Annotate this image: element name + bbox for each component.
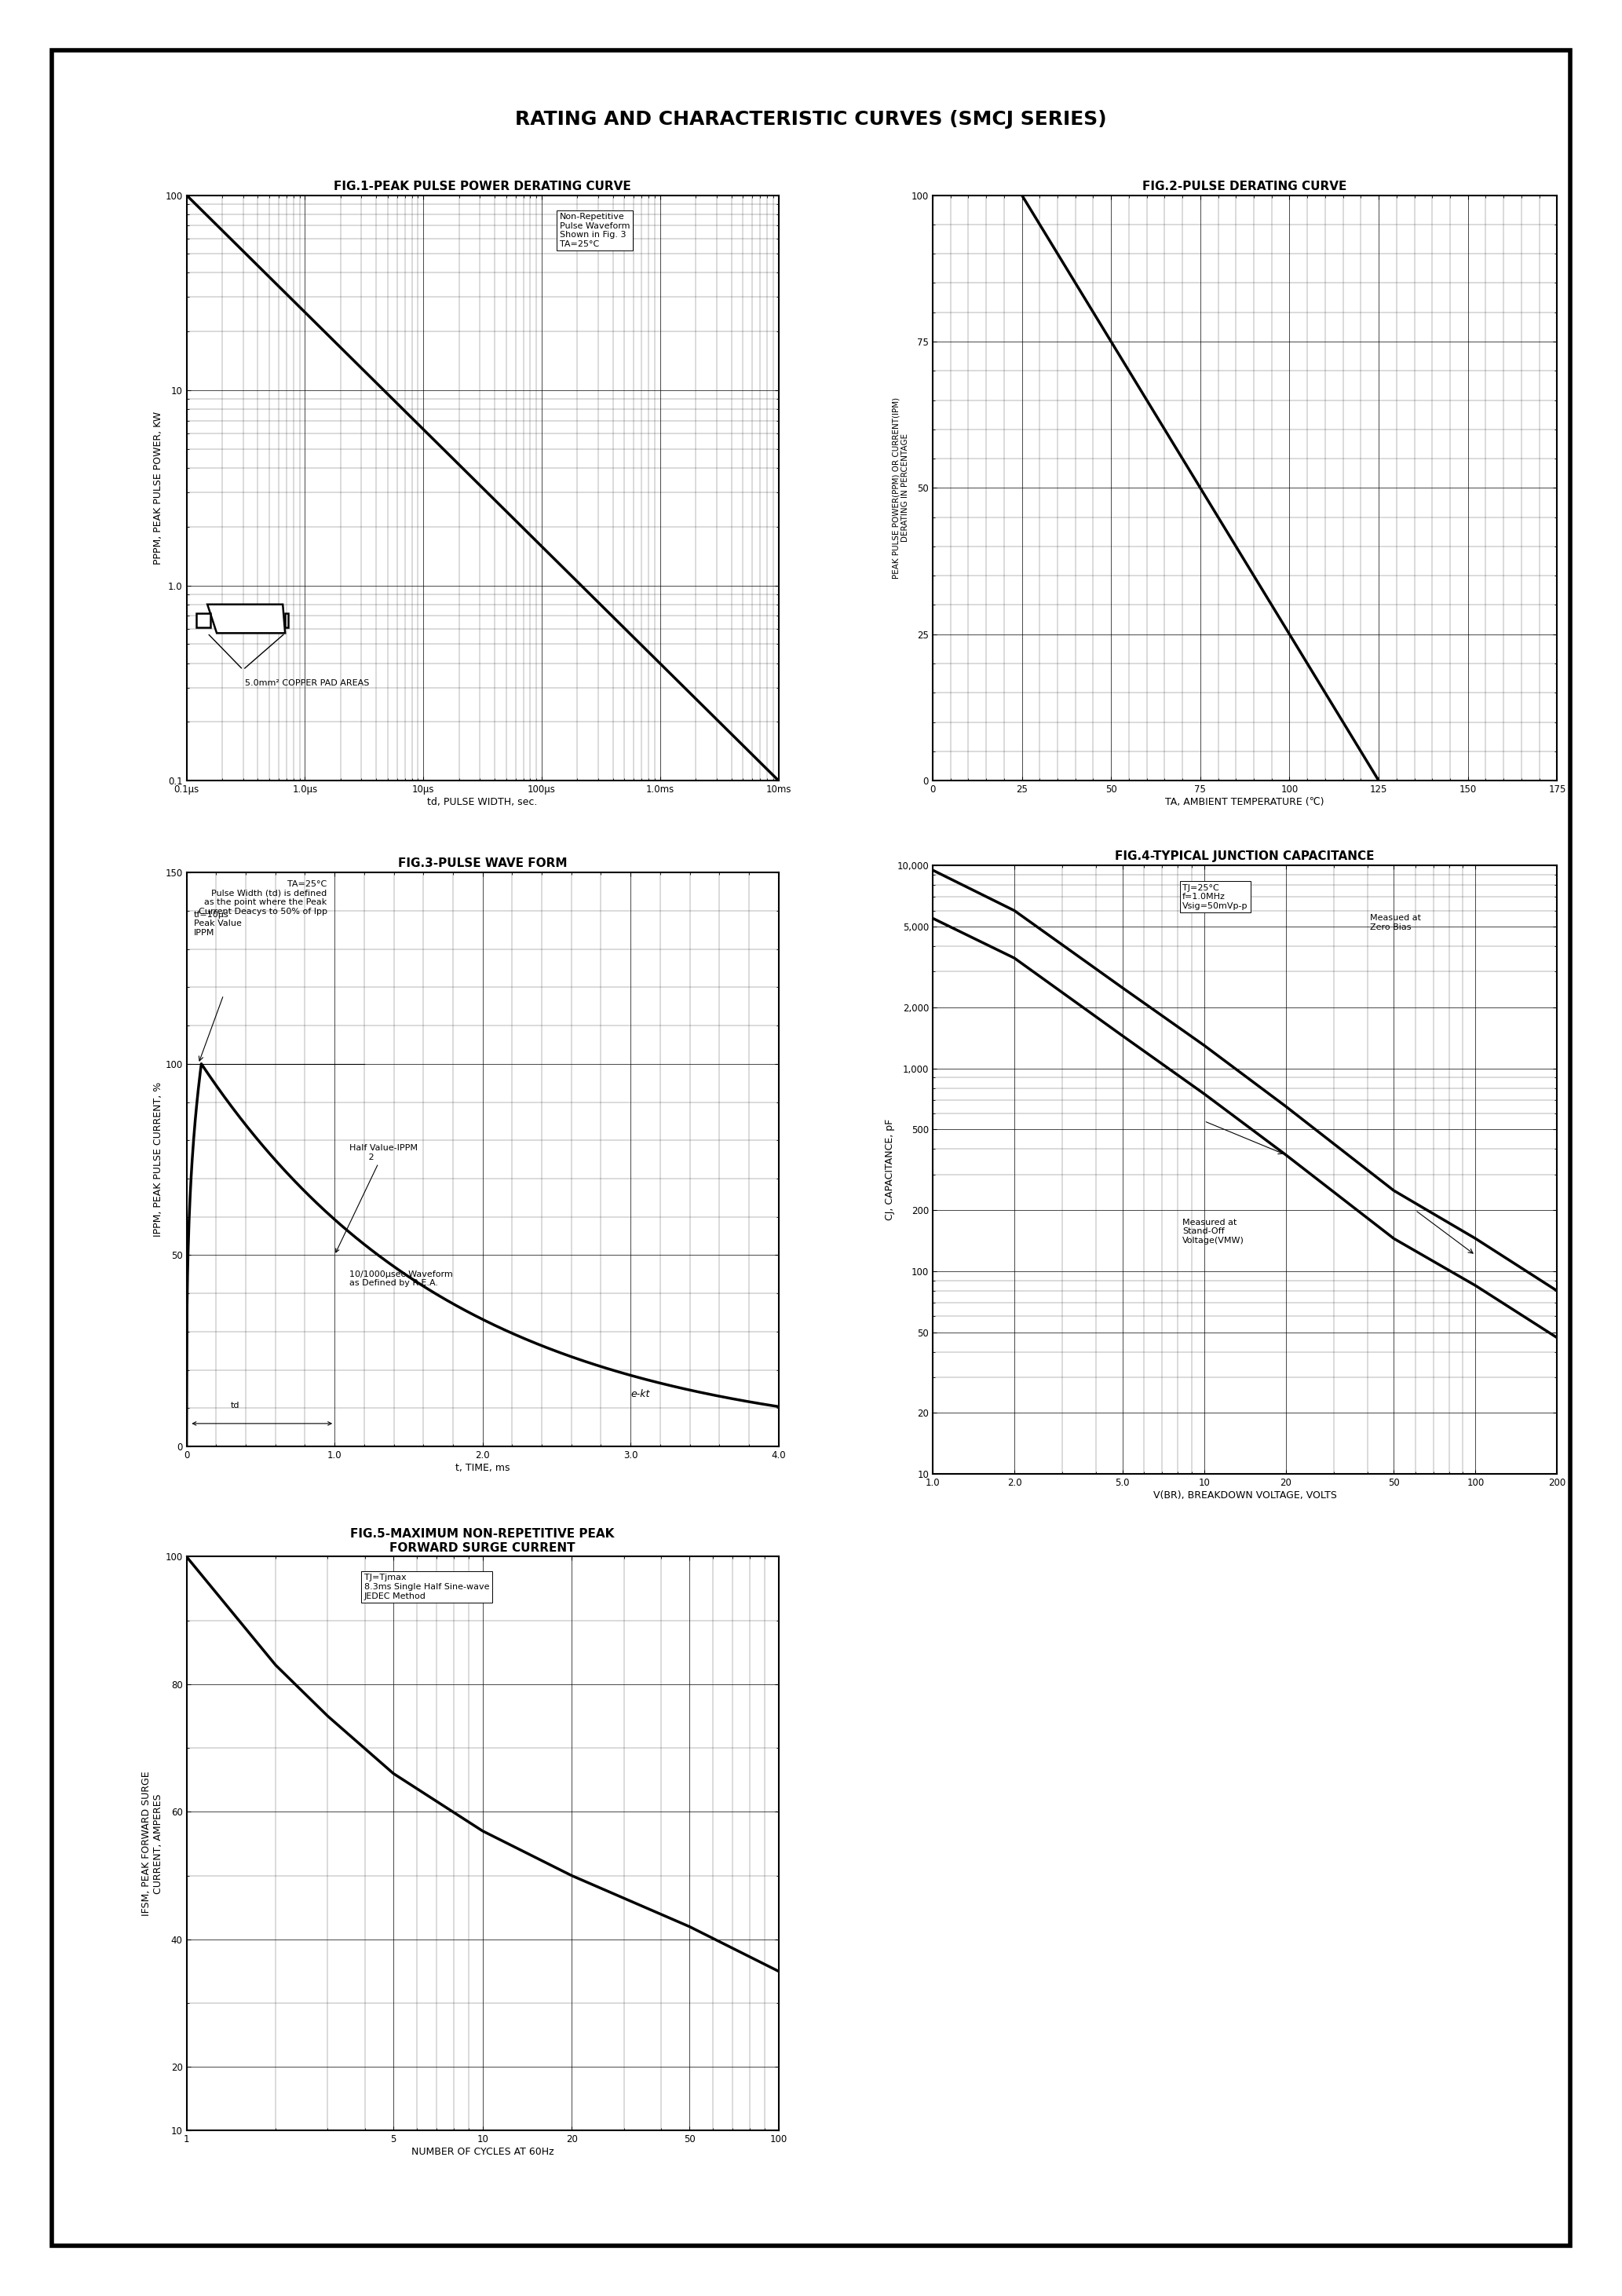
Y-axis label: PPPM, PEAK PULSE POWER, KW: PPPM, PEAK PULSE POWER, KW [152,411,164,565]
X-axis label: V(BR), BREAKDOWN VOLTAGE, VOLTS: V(BR), BREAKDOWN VOLTAGE, VOLTS [1153,1490,1337,1502]
Text: TA=25°C
Pulse Width (td) is defined
as the point where the Peak
Current Deacys t: TA=25°C Pulse Width (td) is defined as t… [198,879,328,916]
Text: TJ=25°C
f=1.0MHz
Vsig=50mVp-p: TJ=25°C f=1.0MHz Vsig=50mVp-p [1182,884,1247,909]
Title: FIG.1-PEAK PULSE POWER DERATING CURVE: FIG.1-PEAK PULSE POWER DERATING CURVE [334,181,631,193]
Text: Half Value-IPPM
       2: Half Value-IPPM 2 [336,1143,417,1251]
Text: Non-Repetitive
Pulse Waveform
Shown in Fig. 3
TA=25°C: Non-Repetitive Pulse Waveform Shown in F… [560,214,629,248]
X-axis label: td, PULSE WIDTH, sec.: td, PULSE WIDTH, sec. [428,797,537,808]
Y-axis label: PEAK PULSE POWER(PPM) OR CURRENT(IPM)
DERATING IN PERCENTAGE: PEAK PULSE POWER(PPM) OR CURRENT(IPM) DE… [892,397,910,579]
Text: TJ=Tjmax
8.3ms Single Half Sine-wave
JEDEC Method: TJ=Tjmax 8.3ms Single Half Sine-wave JED… [363,1575,490,1600]
Polygon shape [208,604,285,634]
Text: tf=10μs
Peak Value
IPPM: tf=10μs Peak Value IPPM [195,912,242,937]
Polygon shape [285,613,289,627]
Text: 10/1000μsec Waveform
as Defined by R.E.A.: 10/1000μsec Waveform as Defined by R.E.A… [349,1270,453,1288]
Text: Measured at
Stand-Off
Voltage(VMW): Measured at Stand-Off Voltage(VMW) [1182,1219,1244,1244]
X-axis label: TA, AMBIENT TEMPERATURE (℃): TA, AMBIENT TEMPERATURE (℃) [1165,797,1325,808]
Y-axis label: CJ, CAPACITANCE, pF: CJ, CAPACITANCE, pF [884,1118,895,1221]
Text: 5.0mm² COPPER PAD AREAS: 5.0mm² COPPER PAD AREAS [245,680,370,687]
Text: td: td [230,1403,240,1410]
Title: FIG.2-PULSE DERATING CURVE: FIG.2-PULSE DERATING CURVE [1142,181,1348,193]
Text: Measued at
Zero Bias: Measued at Zero Bias [1369,914,1421,932]
Text: e-kt: e-kt [631,1389,650,1398]
Title: FIG.5-MAXIMUM NON-REPETITIVE PEAK
FORWARD SURGE CURRENT: FIG.5-MAXIMUM NON-REPETITIVE PEAK FORWAR… [350,1529,615,1554]
Y-axis label: IFSM, PEAK FORWARD SURGE
CURRENT, AMPERES: IFSM, PEAK FORWARD SURGE CURRENT, AMPERE… [141,1770,164,1917]
X-axis label: t, TIME, ms: t, TIME, ms [456,1463,509,1474]
Polygon shape [196,613,211,627]
Y-axis label: IPPM, PEAK PULSE CURRENT, %: IPPM, PEAK PULSE CURRENT, % [152,1081,164,1238]
X-axis label: NUMBER OF CYCLES AT 60Hz: NUMBER OF CYCLES AT 60Hz [412,2147,553,2158]
Text: RATING AND CHARACTERISTIC CURVES (SMCJ SERIES): RATING AND CHARACTERISTIC CURVES (SMCJ S… [516,110,1106,129]
Title: FIG.3-PULSE WAVE FORM: FIG.3-PULSE WAVE FORM [397,859,568,870]
Title: FIG.4-TYPICAL JUNCTION CAPACITANCE: FIG.4-TYPICAL JUNCTION CAPACITANCE [1116,852,1374,863]
